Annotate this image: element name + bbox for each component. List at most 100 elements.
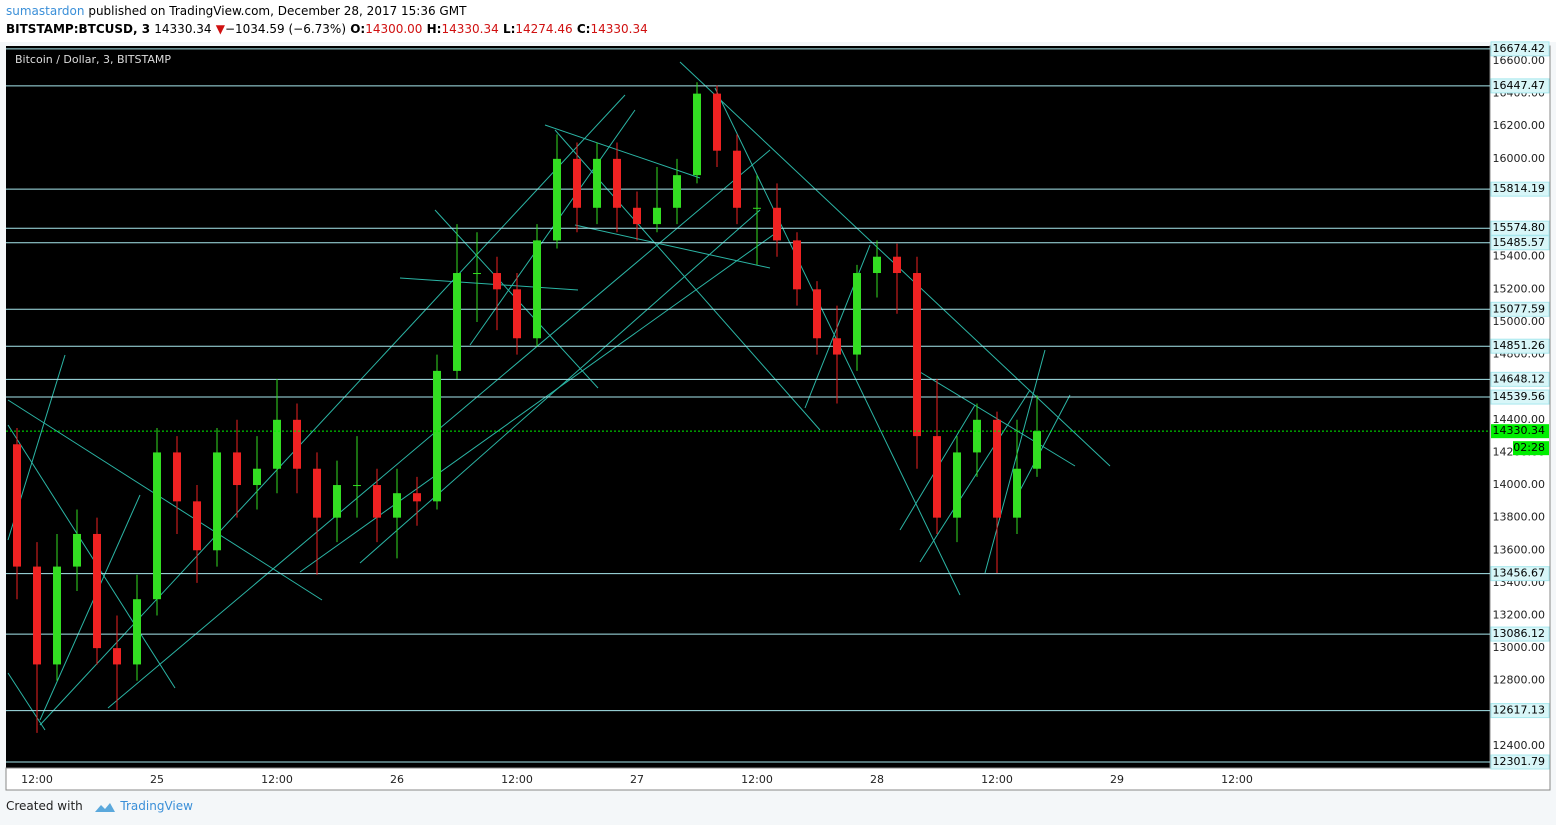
candle-body [673,175,681,208]
level-label-bg [1490,220,1550,236]
candle-body [173,452,181,502]
level-label: 13086.12 [1493,627,1546,640]
candle-body [833,338,841,355]
y-tick-label: 12400.00 [1493,739,1546,752]
c-label: C: [576,22,591,36]
x-tick-label: 12:00 [261,773,293,786]
candle-body [133,599,141,665]
y-tick-label: 13800.00 [1493,511,1546,524]
y-tick-label: 13600.00 [1493,543,1546,556]
level-label: 16674.42 [1493,42,1546,55]
x-tick-label: 27 [630,773,644,786]
y-tick-label: 16000.00 [1493,152,1546,165]
level-label-bg [1490,301,1550,317]
candle-body [253,468,261,486]
created: Created with [6,799,83,813]
level-label-bg [1490,181,1550,197]
candle-body [433,370,441,502]
candle-body [373,485,381,518]
countdown-bg [1513,441,1549,456]
candle-body [653,207,661,225]
trend-line [399,277,579,291]
last: 14330.34 [154,22,212,36]
level-label-bg [1490,41,1550,57]
candle-body [233,452,241,486]
candle-body [213,452,221,551]
x-tick-label: 12:00 [741,773,773,786]
logo [94,802,115,812]
trend-line [7,672,46,731]
x-tick-label: 12:00 [501,773,533,786]
level-label-bg [1490,371,1550,387]
arrow: ▼ [215,22,225,36]
candle-body [893,256,901,274]
candle-body [733,150,741,208]
trend-line [919,389,1031,563]
x-tick-label: 25 [150,773,164,786]
chart: Bitcoin / Dollar, 3, BITSTAMP 12:00 25 12:… [5,41,1551,791]
x-tick-label: 12:00 [1221,773,1253,786]
candle-body [93,533,101,649]
candle-body [753,207,761,209]
y-tick-label: 15400.00 [1493,250,1546,263]
level-label-bg [1490,754,1550,770]
y-tick-label: 13200.00 [1493,609,1546,622]
x-tick-label: 29 [1110,773,1124,786]
level-label: 12301.79 [1493,755,1546,768]
candle-body [273,419,281,469]
y-tick-label: 13000.00 [1493,641,1546,654]
candle-body [313,468,321,518]
candle-body [713,93,721,151]
candle-body [633,207,641,225]
x-tick-label: 28 [870,773,884,786]
candle-body [33,566,41,665]
candle-body [873,256,881,274]
candle-body [193,501,201,551]
level-label-bg [1490,235,1550,251]
level-label: 12617.13 [1493,704,1546,717]
y-tick-label: 15200.00 [1493,282,1546,295]
c: 14330.34 [590,22,648,36]
level-label: 15814.19 [1493,182,1546,195]
trend-line [544,124,701,179]
trend-line [39,494,141,721]
level-label-bg [1490,78,1550,94]
candle-body [993,419,1001,518]
candle-body [513,289,521,339]
l: 14274.46 [515,22,573,36]
x-tick-label: 26 [390,773,404,786]
candle-body [1013,468,1021,518]
o-label: O: [350,22,366,36]
y-tick-label: 16600.00 [1493,54,1546,67]
x-tick-label: 12:00 [981,773,1013,786]
candle-body [413,493,421,502]
trend-line [7,424,176,689]
level-label: 15485.57 [1493,236,1546,249]
candle-body [493,273,501,290]
author[interactable]: sumastardon [6,4,85,18]
candle-body [533,240,541,339]
last-price-bg [1491,424,1549,439]
candle-body [113,648,121,665]
candle-body [473,273,481,275]
trend-line [574,224,771,269]
level-label: 15077.59 [1493,302,1546,315]
candle-body [853,273,861,355]
candle-body [933,436,941,518]
candle-body [553,158,561,241]
candle-body [293,419,301,469]
change: −1034.59 (−6.73%) [224,22,346,36]
chart-title: Bitcoin / Dollar, 3, BITSTAMP [15,53,171,66]
candle-body [613,158,621,208]
trend-line [1014,394,1071,501]
candle-body [913,273,921,437]
candle-body [573,158,581,208]
candle-body [393,493,401,518]
candle-body [1033,431,1041,469]
brand[interactable]: TradingView [120,799,193,813]
candle-body [973,419,981,453]
time-axis [5,767,1551,791]
publish-line: sumastardon published on TradingView.com… [6,4,466,18]
quote-line: BITSTAMP:BTCUSD, 3 14330.34 ▼−1034.59 (−… [6,22,648,36]
